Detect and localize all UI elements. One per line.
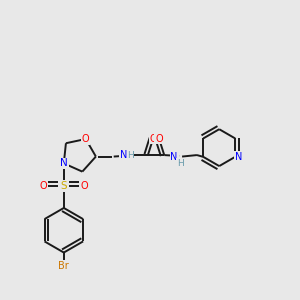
Text: Br: Br bbox=[58, 261, 69, 271]
Text: O: O bbox=[82, 134, 90, 144]
Text: N: N bbox=[235, 152, 242, 162]
Text: H: H bbox=[127, 151, 134, 160]
Text: S: S bbox=[61, 181, 67, 191]
Text: O: O bbox=[81, 181, 88, 191]
Text: N: N bbox=[60, 158, 68, 168]
Text: N: N bbox=[120, 150, 127, 160]
Text: O: O bbox=[155, 134, 163, 144]
Text: H: H bbox=[177, 159, 184, 168]
Text: O: O bbox=[149, 134, 157, 144]
Text: O: O bbox=[39, 181, 47, 191]
Text: N: N bbox=[170, 152, 178, 162]
